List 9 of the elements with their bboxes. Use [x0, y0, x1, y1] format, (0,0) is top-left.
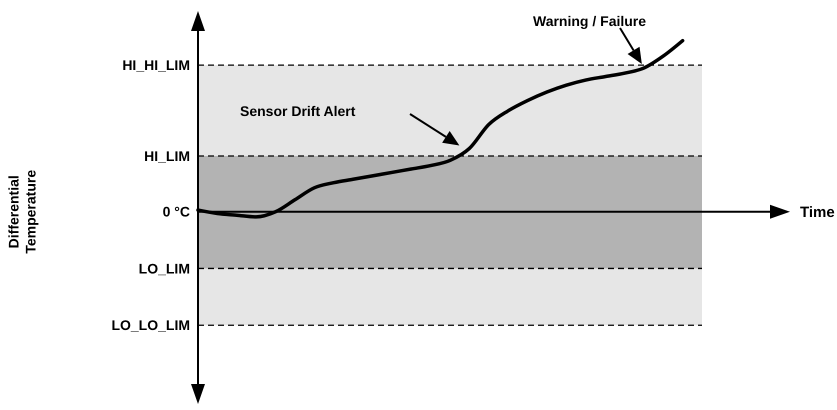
ref-line-label: HI_LIM: [144, 148, 190, 164]
annotation: Sensor Drift Alert: [240, 103, 356, 119]
ref-line-label: 0 °C: [162, 204, 190, 220]
ref-line-label: LO_LO_LIM: [111, 317, 190, 334]
ref-line-label: HI_HI_LIM: [122, 57, 190, 74]
text: Differential Temperature: [6, 170, 38, 254]
text: Time: [800, 204, 835, 221]
text: Warning / Failure: [533, 13, 646, 29]
ref-line-label: LO_LIM: [138, 260, 190, 276]
